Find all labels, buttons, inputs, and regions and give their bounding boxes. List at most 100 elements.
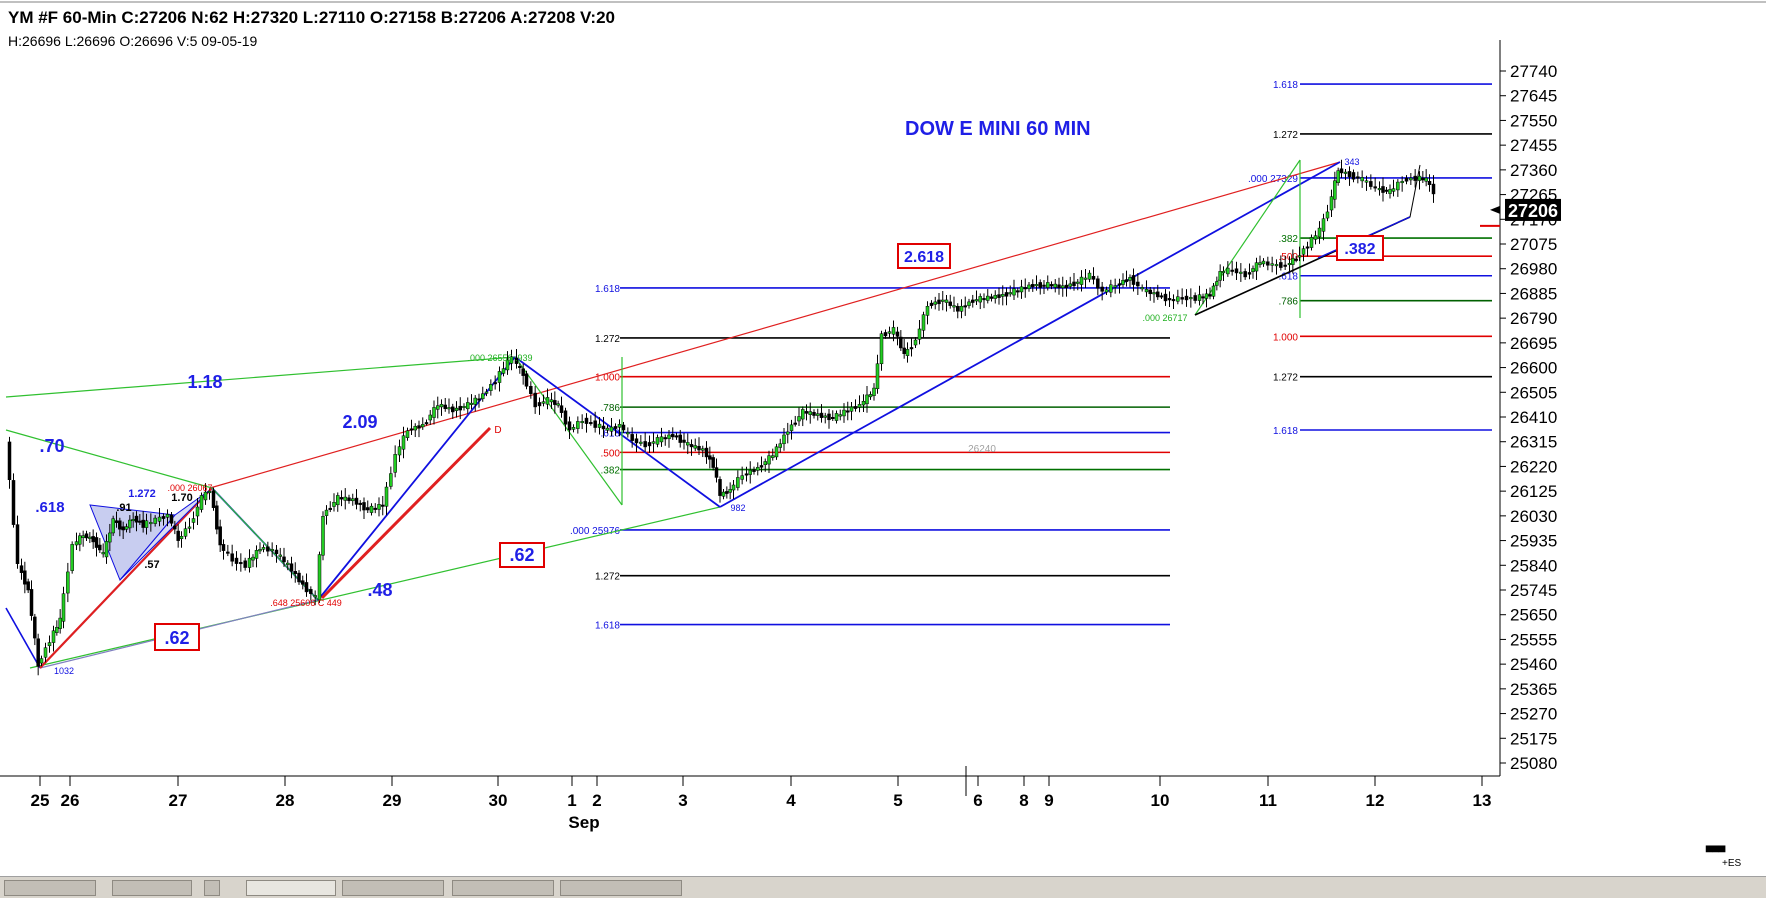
candle-body <box>1144 289 1149 293</box>
y-tick-label: 25840 <box>1510 556 1557 575</box>
candle-body <box>179 536 184 539</box>
candle-body <box>1234 268 1239 274</box>
candle-body <box>1305 246 1310 249</box>
window-tab[interactable] <box>452 880 554 896</box>
candle-body <box>7 441 12 480</box>
window-tab[interactable] <box>560 880 682 896</box>
candle-body <box>763 461 767 465</box>
y-tick-label: 26885 <box>1510 284 1557 303</box>
x-tick-label: 9 <box>1044 791 1053 810</box>
candle-body <box>782 434 786 445</box>
candle-body <box>1218 271 1222 281</box>
x-tick-label: 13 <box>1473 791 1492 810</box>
annotation-label: .648 25606 C 449 <box>270 598 342 608</box>
candle-body <box>421 424 425 428</box>
candle-body <box>827 413 831 421</box>
candle-body <box>1431 183 1436 195</box>
candle-body <box>1100 286 1104 292</box>
candle-body <box>501 368 506 374</box>
candle-body <box>1083 277 1088 280</box>
candle-body <box>1091 276 1096 280</box>
window-tab[interactable] <box>4 880 96 896</box>
candle-body <box>639 441 643 444</box>
candle-body <box>1329 196 1334 211</box>
candle-body <box>187 526 192 529</box>
candle-body <box>563 410 568 425</box>
candle-body <box>613 426 618 429</box>
candle-body <box>711 457 715 468</box>
candle-body <box>1061 285 1065 289</box>
candle-body <box>941 299 945 302</box>
candle-body <box>748 469 752 475</box>
candle-body <box>808 411 812 415</box>
x-tick-label: 3 <box>678 791 687 810</box>
candle-body <box>1128 277 1132 281</box>
grid-squares-icon[interactable]: ■■■ <box>1705 840 1726 856</box>
candle-body <box>1064 284 1069 288</box>
candle-body <box>149 522 153 525</box>
candle-body <box>469 402 474 405</box>
candle-body <box>218 526 222 546</box>
candle-body <box>1038 282 1042 288</box>
candle-body <box>153 517 157 524</box>
candle-body <box>377 504 381 510</box>
candle-body <box>1140 287 1144 290</box>
candle-body <box>33 616 37 639</box>
x-tick-label: 30 <box>489 791 508 810</box>
window-tab[interactable] <box>112 880 192 896</box>
candle-body <box>971 299 975 303</box>
candle-body <box>195 506 200 517</box>
trend-line <box>29 506 721 669</box>
candle-body <box>289 563 294 572</box>
candle-body <box>834 413 839 421</box>
trend-line <box>39 487 213 669</box>
candle-body <box>1012 288 1016 296</box>
candle-body <box>601 425 606 430</box>
candle-body <box>497 371 502 383</box>
candle-body <box>1087 272 1092 280</box>
candle-body <box>1283 264 1287 267</box>
candle-body <box>489 384 493 391</box>
candle-body <box>1336 170 1340 183</box>
candle-body <box>362 502 366 511</box>
candle-body <box>693 445 697 449</box>
candle-body <box>339 497 344 500</box>
window-tab[interactable] <box>342 880 444 896</box>
annotation-label: .62 <box>164 628 189 648</box>
trend-line <box>5 607 41 669</box>
annotation-label: .618 <box>35 499 64 516</box>
candle-body <box>549 399 554 403</box>
candle-body <box>905 349 910 356</box>
candle-body <box>1287 263 1292 266</box>
candle-body <box>304 582 309 593</box>
candle-body <box>401 435 406 450</box>
candle-body <box>667 434 671 440</box>
candle-body <box>801 409 805 420</box>
candle-body <box>1176 296 1180 302</box>
candle-body <box>297 572 301 583</box>
y-tick-label: 27360 <box>1510 161 1557 180</box>
y-tick-label: 26220 <box>1510 457 1557 476</box>
candle-body <box>199 495 204 510</box>
fib-level-label: 1.618 <box>595 621 620 632</box>
candle-body <box>567 421 572 431</box>
candle-body <box>686 442 690 446</box>
window-tab[interactable] <box>204 880 220 896</box>
candle-body <box>899 336 903 349</box>
candle-body <box>481 393 485 400</box>
candle-body <box>114 520 119 523</box>
candle-body <box>384 486 389 507</box>
candle-body <box>853 406 858 409</box>
window-tab[interactable] <box>246 880 336 896</box>
candle-body <box>797 416 801 422</box>
candle-body <box>1167 298 1172 301</box>
candle-body <box>261 547 266 550</box>
fib-level-label: .382 <box>1279 234 1299 245</box>
candle-body <box>571 427 576 430</box>
annotation-label: .91 <box>116 502 131 514</box>
current-price-label: 27206 <box>1508 201 1558 221</box>
fib-level-label: 1.000 <box>595 373 620 384</box>
candle-body <box>1421 177 1425 181</box>
candle-body <box>1193 295 1197 301</box>
